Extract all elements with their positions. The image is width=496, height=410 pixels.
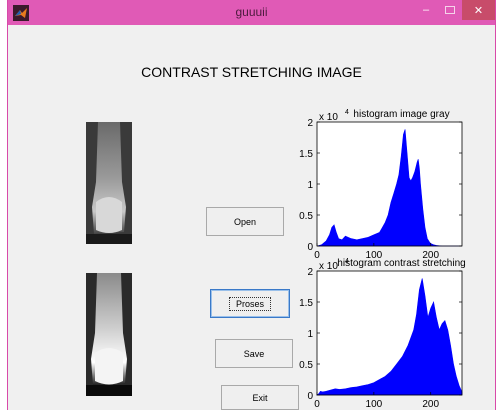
y-tick-label: 1.5	[299, 149, 313, 160]
x-tick-label: 0	[314, 250, 320, 261]
chart-title: histogram contrast stretching	[337, 258, 465, 269]
title-bar[interactable]: guuuii – ✕	[8, 0, 495, 25]
x-tick-label: 200	[422, 399, 439, 410]
app-window: guuuii – ✕ CONTRAST STRETCHING IMAGE	[7, 0, 496, 410]
y-tick-label: 1	[307, 329, 313, 340]
x-tick-label: 100	[366, 250, 383, 261]
maximize-icon[interactable]	[438, 0, 462, 20]
minimize-icon[interactable]: –	[422, 4, 430, 16]
y-tick-label: 0.5	[299, 360, 313, 371]
x-tick-label: 100	[366, 399, 383, 410]
y-exponent-power: 4	[345, 109, 349, 116]
save-button[interactable]: Save	[215, 339, 293, 368]
page-title: CONTRAST STRETCHING IMAGE	[141, 64, 362, 80]
y-tick-label: 0	[307, 391, 313, 402]
y-tick-label: 1	[307, 180, 313, 191]
y-exponent-power: 4	[345, 258, 349, 265]
matlab-logo-icon	[13, 5, 29, 21]
exit-button[interactable]: Exit	[221, 385, 299, 410]
y-exponent-label: x 10	[319, 112, 338, 123]
y-tick-label: 1.5	[299, 298, 313, 309]
y-exponent-label: x 10	[319, 261, 338, 272]
y-tick-label: 2	[307, 267, 313, 278]
histogram-area	[316, 278, 463, 396]
histogram-area	[316, 129, 462, 247]
window-title: guuuii	[235, 5, 268, 19]
original-xray-image	[86, 122, 132, 244]
close-icon[interactable]: ✕	[462, 0, 495, 20]
x-tick-label: 0	[314, 399, 320, 410]
histogram-chart-1: 0 0.5 1 1.5 2 0 100 200 x 10 4 histogram image gra…	[299, 109, 463, 261]
y-tick-label: 0.5	[299, 211, 313, 222]
proses-button[interactable]: Proses	[210, 289, 290, 318]
stretched-xray-image	[86, 273, 132, 396]
y-tick-label: 0	[307, 242, 313, 253]
proses-button-label: Proses	[228, 296, 271, 311]
open-button[interactable]: Open	[206, 207, 284, 236]
x-tick-label: 200	[422, 250, 439, 261]
y-tick-label: 2	[307, 118, 313, 129]
chart-title: histogram image gray	[353, 109, 449, 120]
